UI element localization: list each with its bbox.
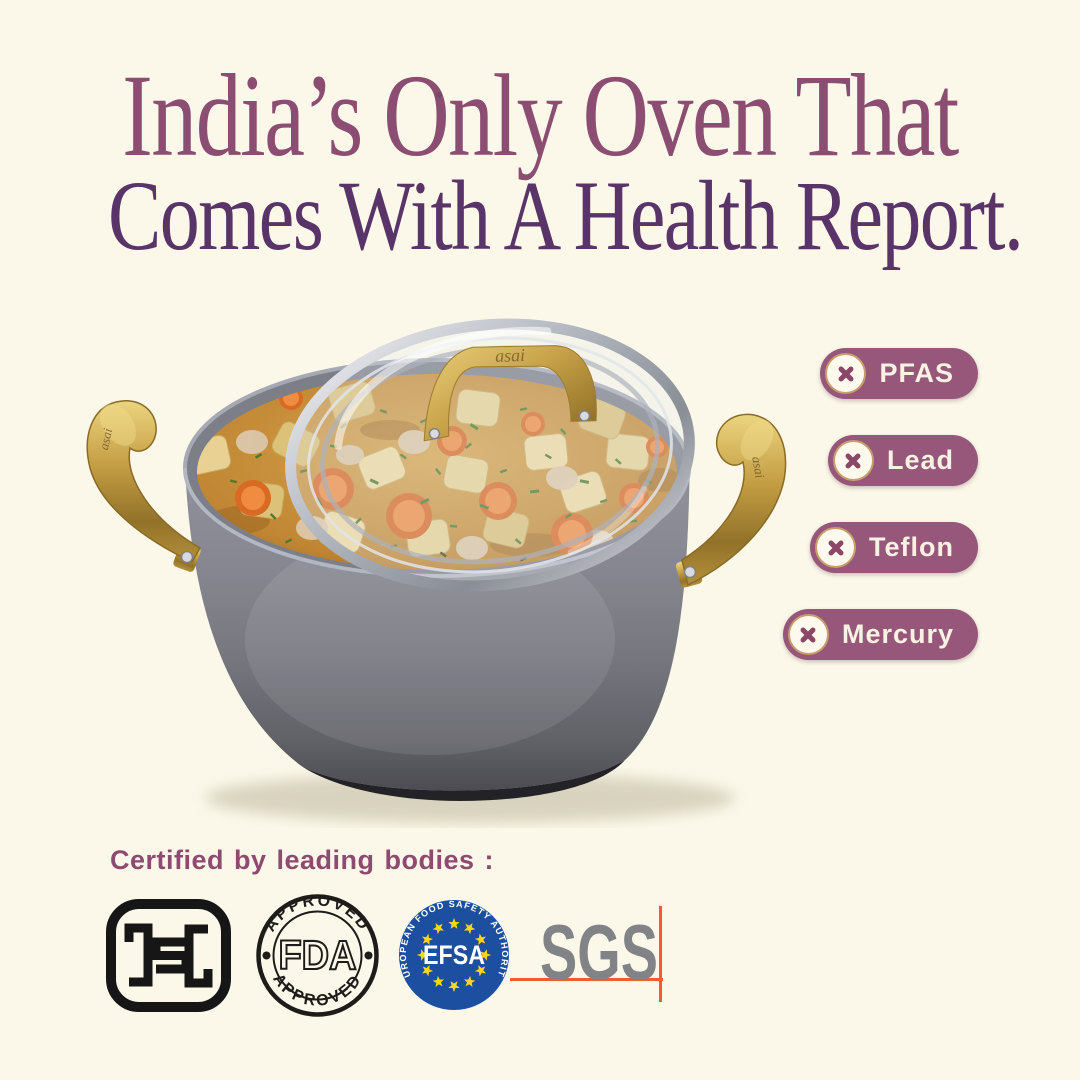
efsa-center-text: EFSA bbox=[423, 940, 485, 970]
lid-handle: asai bbox=[423, 345, 597, 442]
handle-engraving: asai bbox=[96, 427, 115, 452]
toxin-badge-mercury: Mercury bbox=[782, 609, 978, 660]
glass-lid: asai bbox=[285, 318, 695, 592]
efsa-logo: EUROPEAN FOOD SAFETY AUTHORITY EFSA bbox=[396, 897, 509, 1010]
toxin-badge-pfas: PFAS bbox=[820, 348, 978, 399]
toxin-badge-label: Teflon bbox=[869, 532, 954, 562]
sgs-vertical-line bbox=[659, 906, 662, 1002]
stew bbox=[183, 374, 691, 578]
right-handle: asai bbox=[675, 413, 787, 588]
toxin-badge-label: Lead bbox=[886, 445, 954, 475]
x-circle-icon bbox=[787, 614, 829, 655]
toxin-badge-label: PFAS bbox=[879, 358, 954, 388]
toxin-badge-lead: Lead bbox=[827, 435, 978, 486]
decorative-dot bbox=[436, 92, 442, 98]
toxin-badge-list: PFAS Lead Teflon Mercury bbox=[782, 348, 978, 660]
handle-engraving: asai bbox=[749, 455, 768, 479]
x-circle-icon bbox=[825, 353, 867, 394]
fda-approved-seal: APPROVED APPROVED FDA bbox=[256, 892, 379, 1017]
fda-center-text: FDA bbox=[279, 932, 357, 978]
sgs-logo: SGS bbox=[510, 906, 663, 1002]
sgs-text: SGS bbox=[540, 908, 658, 996]
left-handle: asai bbox=[86, 400, 202, 572]
headline-line2: Comes With A Health Report. bbox=[108, 160, 1024, 271]
product-photo-pot: asai asai asai bbox=[86, 318, 787, 823]
headline-line1: India’s Only Oven That bbox=[122, 50, 959, 181]
toxin-badge-label: Mercury bbox=[841, 619, 954, 649]
certifications-heading: Certified by leading bodies : bbox=[110, 845, 495, 875]
x-circle-icon bbox=[832, 440, 874, 481]
sgs-horizontal-line bbox=[510, 978, 663, 981]
isi-logo bbox=[106, 899, 231, 1012]
x-circle-icon bbox=[815, 527, 857, 568]
toxin-badge-teflon: Teflon bbox=[810, 522, 978, 573]
lid-brand-engraving: asai bbox=[495, 345, 526, 366]
